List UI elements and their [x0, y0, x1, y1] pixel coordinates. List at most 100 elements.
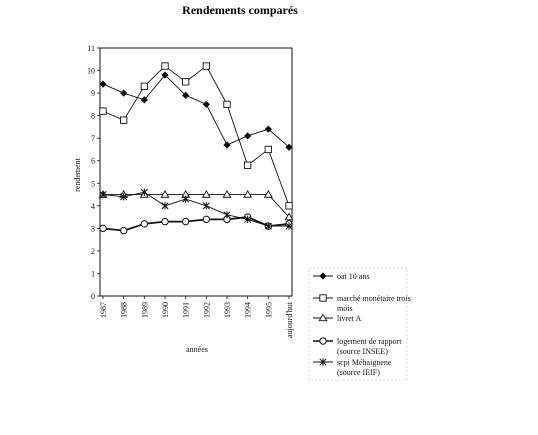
data-point: [244, 132, 252, 140]
x-tick-label: 1994: [244, 302, 253, 318]
data-point: [120, 89, 128, 97]
x-tick-label: 1988: [120, 302, 129, 318]
data-point: [120, 193, 128, 201]
data-point: [244, 161, 252, 169]
data-point: [243, 189, 253, 198]
marker-triangle: [243, 189, 253, 198]
y-tick-label: 1: [91, 269, 95, 278]
legend-item: scpi Méhaignene (source IEIF): [313, 358, 392, 377]
marker-diamond: [161, 71, 169, 79]
marker-circle: [202, 215, 211, 224]
data-point: [223, 211, 231, 219]
data-point: [140, 82, 148, 90]
marker-triangle: [222, 189, 232, 198]
data-point: [202, 202, 210, 210]
marker-diamond: [202, 100, 210, 108]
data-point: [120, 116, 128, 124]
marker-star: [264, 222, 272, 230]
series: [99, 188, 293, 230]
y-tick-label: 8: [91, 112, 95, 121]
marker-triangle: [284, 212, 294, 221]
marker-star: [99, 190, 107, 199]
marker-square: [140, 82, 148, 90]
marker-circle: [319, 337, 327, 345]
legend-frame: [308, 267, 408, 381]
marker-diamond: [223, 141, 231, 149]
x-tick-label: 1991: [182, 302, 191, 318]
marker-triangle: [160, 189, 170, 198]
chart-legend: oat 10 ans marché monétaire trois moislivr…: [308, 267, 411, 381]
marker-star: [202, 202, 210, 210]
series-line: [102, 191, 289, 227]
marker-square: [120, 116, 128, 124]
chart-title: Rendements comparés: [182, 3, 298, 17]
x-tick-label: 1993: [223, 302, 232, 318]
y-tick-label: 2: [91, 247, 95, 256]
data-point: [264, 222, 272, 230]
marker-diamond: [319, 272, 327, 280]
data-point: [285, 143, 293, 151]
data-point: [264, 145, 272, 154]
x-tick-label: 1995: [264, 302, 273, 318]
y-tick-label: 4: [91, 202, 95, 211]
data-point: [202, 215, 211, 224]
series: [99, 62, 293, 210]
series: [99, 213, 293, 235]
data-point: [140, 188, 148, 196]
marker-circle: [161, 217, 169, 226]
series: [99, 71, 293, 151]
y-tick-label: 0: [91, 292, 95, 301]
marker-triangle: [318, 313, 328, 322]
data-point: [319, 294, 327, 302]
marker-star: [319, 358, 327, 366]
marker-triangle: [201, 189, 211, 198]
data-point: [318, 313, 328, 322]
marker-circle: [181, 217, 190, 226]
marker-diamond: [140, 96, 148, 104]
marker-circle: [140, 220, 149, 228]
data-point: [119, 226, 128, 235]
marker-square: [161, 62, 169, 70]
x-tick-label: 1992: [202, 302, 211, 318]
series-line: [102, 65, 290, 206]
x-tick-label: 1989: [140, 302, 149, 318]
marker-square: [319, 294, 327, 302]
y-tick-label: 10: [87, 67, 95, 76]
marker-diamond: [182, 91, 190, 99]
x-tick-label: 1990: [161, 302, 170, 318]
data-point: [202, 62, 210, 70]
series-line: [103, 194, 290, 218]
data-point: [161, 202, 169, 210]
data-point: [223, 100, 231, 109]
data-point: [244, 215, 252, 224]
series-line: [102, 216, 290, 232]
series-line: [102, 74, 290, 148]
data-point: [161, 71, 169, 79]
chart-series: [98, 62, 294, 235]
data-point: [99, 190, 107, 199]
data-point: [201, 189, 211, 198]
marker-triangle: [263, 189, 273, 198]
marker-square: [202, 62, 210, 70]
data-point: [264, 125, 272, 133]
legend-item: oat 10 ans: [313, 272, 369, 281]
marker-star: [120, 193, 128, 201]
data-point: [223, 141, 231, 149]
legend-label: logement de rapport (source INSEE): [337, 337, 402, 356]
y-tick-label: 7: [91, 134, 95, 143]
x-axis-label: années: [186, 345, 208, 354]
legend-item: livret A: [313, 313, 361, 323]
data-point: [182, 91, 190, 99]
y-tick-label: 11: [87, 44, 95, 53]
marker-square: [264, 145, 272, 154]
data-point: [99, 107, 107, 115]
legend-label: scpi Méhaignene (source IEIF): [337, 358, 392, 377]
legend-label: livret A: [337, 314, 361, 323]
legend-item: logement de rapport (source INSEE): [313, 337, 402, 356]
data-point: [285, 202, 293, 210]
plot-frame: [99, 47, 293, 297]
chart-axes: 0 1 2 3 4 5 6 7 8 9 10 11 1987 1988 1989 1990 1991 1992 19…: [87, 44, 294, 338]
data-point: [263, 189, 273, 198]
legend-label: marché monétaire trois mois: [337, 294, 411, 313]
marker-diamond: [285, 143, 293, 151]
